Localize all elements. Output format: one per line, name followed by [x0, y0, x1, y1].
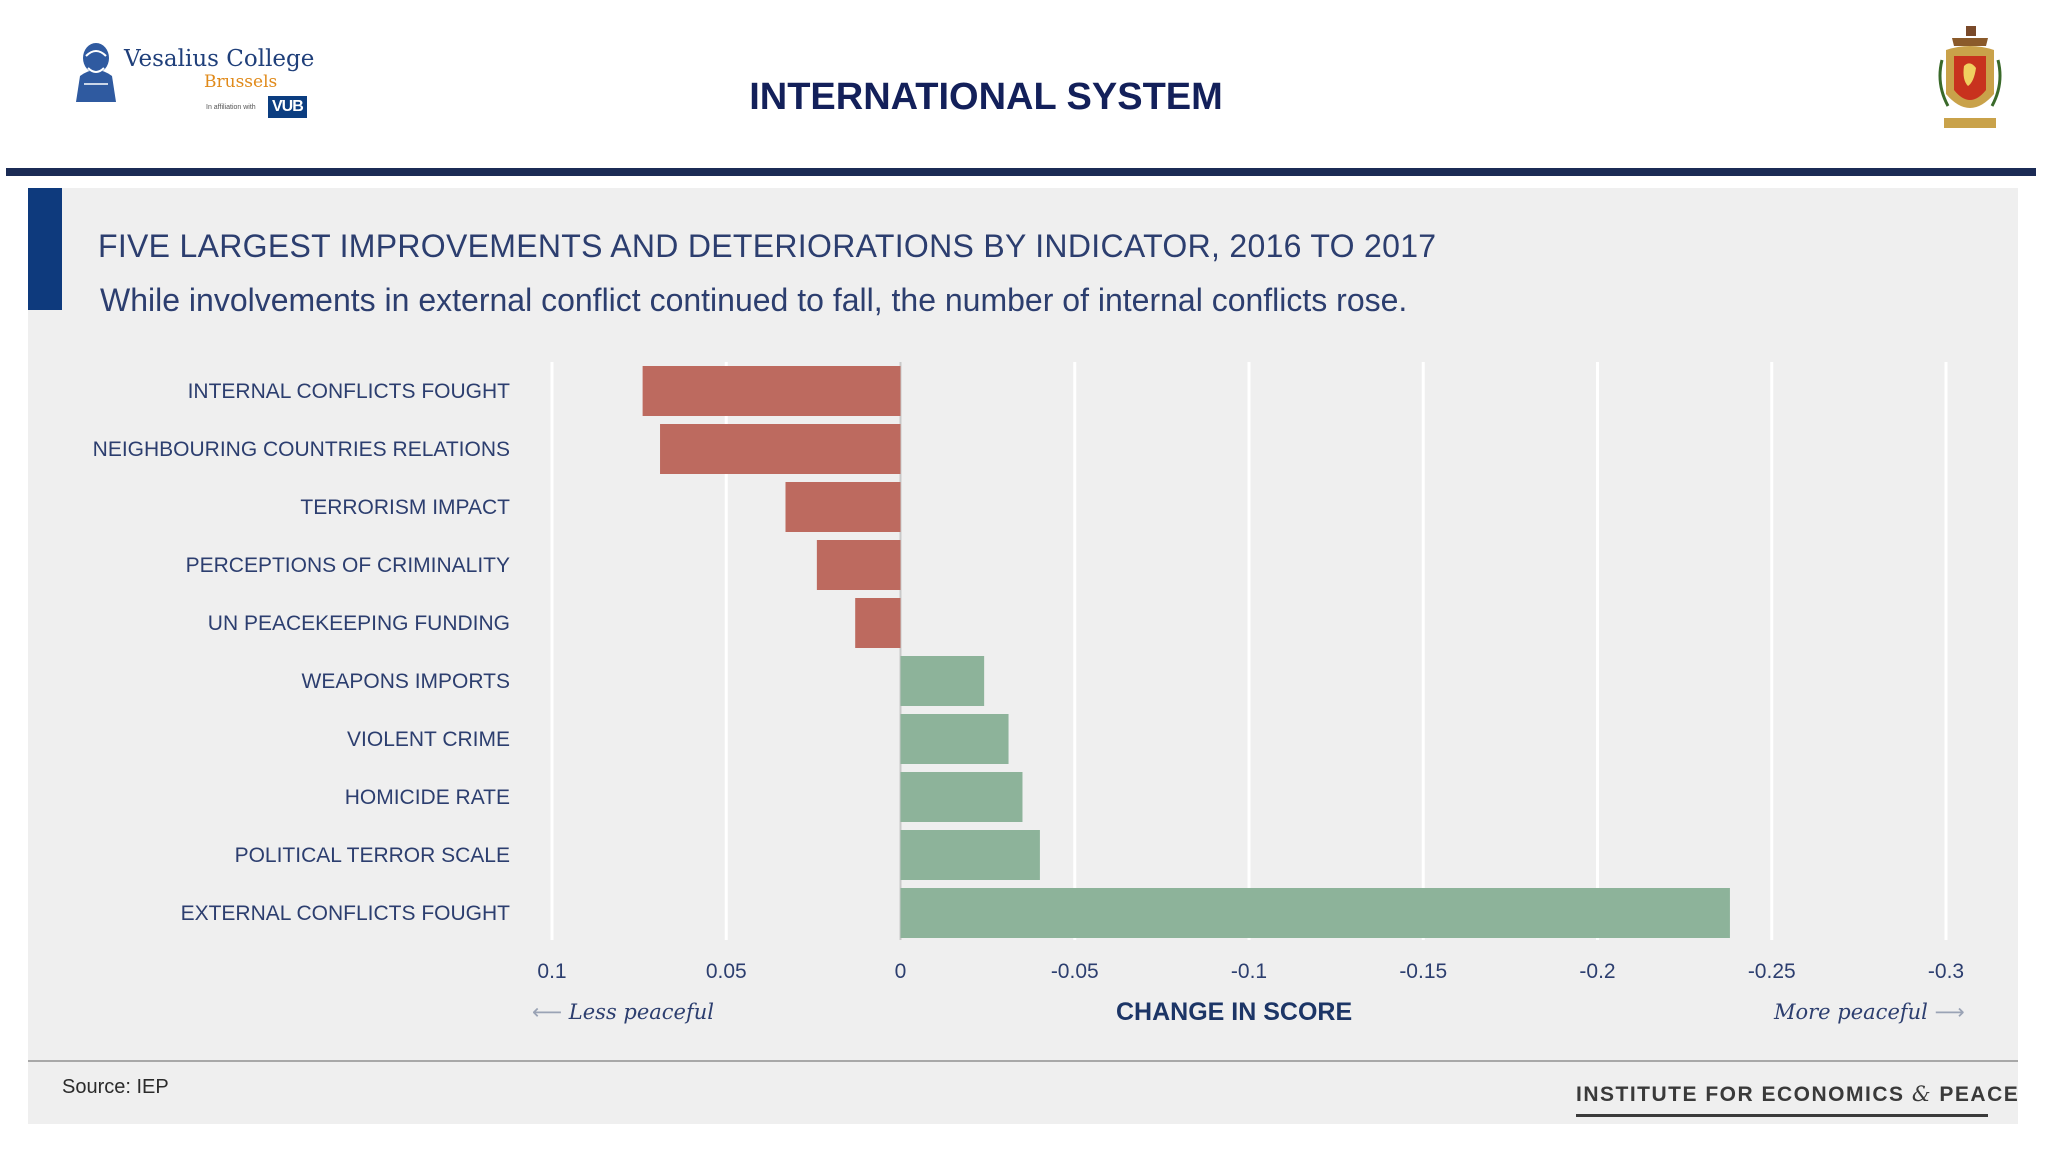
category-label: VIOLENT CRIME	[347, 728, 510, 751]
chart-panel: FIVE LARGEST IMPROVEMENTS AND DETERIORAT…	[28, 188, 2018, 1124]
vesalius-college-logo: Vesalius College Brussels In affiliation…	[72, 38, 315, 128]
more-peaceful-text: More peaceful	[1774, 1000, 1928, 1024]
category-label: NEIGHBOURING COUNTRIES RELATIONS	[93, 438, 510, 461]
iep-logo-underline	[1576, 1114, 1988, 1117]
bar	[900, 772, 1023, 822]
right-arrow-icon: ⟶	[1934, 1000, 1965, 1024]
bar	[855, 598, 901, 648]
bar	[900, 830, 1040, 880]
tick-label: -0.15	[1399, 960, 1447, 983]
tick-label: -0.1	[1231, 960, 1267, 983]
college-name: Vesalius College	[124, 46, 315, 72]
iep-logo-text-1: INSTITUTE FOR ECONOMICS	[1576, 1083, 1905, 1106]
tick-label: 0.05	[706, 960, 747, 983]
bar	[785, 482, 901, 532]
chart-subtitle: While involvements in external conflict …	[100, 282, 1408, 318]
bar-chart: INTERNAL CONFLICTS FOUGHT NEIGHBOURING CO…	[93, 362, 1964, 983]
page-title: INTERNATIONAL SYSTEM	[749, 76, 1223, 118]
category-label: INTERNAL CONFLICTS FOUGHT	[188, 380, 511, 403]
category-label: POLITICAL TERROR SCALE	[235, 844, 510, 867]
x-axis-title: CHANGE IN SCORE	[1116, 998, 1353, 1026]
coat-of-arms-icon	[1938, 26, 2002, 128]
category-label: TERRORISM IMPACT	[300, 496, 510, 519]
tick-label: 0.1	[537, 960, 566, 983]
bar	[900, 714, 1009, 764]
less-peaceful-label: ⟵ Less peaceful	[532, 1000, 714, 1024]
left-arrow-icon: ⟵	[532, 1000, 563, 1024]
category-label: PERCEPTIONS OF CRIMINALITY	[186, 554, 510, 577]
source-note: Source: IEP	[62, 1076, 169, 1098]
iep-logo-ampersand: &	[1911, 1082, 1933, 1106]
accent-bar	[28, 188, 62, 310]
more-peaceful-label: More peaceful ⟶	[1774, 1000, 1965, 1024]
tick-label: -0.2	[1579, 960, 1615, 983]
vesalius-portrait-icon	[76, 43, 116, 102]
bar	[900, 888, 1730, 938]
college-city: Brussels	[204, 72, 278, 92]
vub-logo: VUB	[268, 96, 307, 118]
category-label: WEAPONS IMPORTS	[302, 670, 510, 693]
bar	[816, 540, 901, 590]
bar	[900, 656, 985, 706]
chart-title: FIVE LARGEST IMPROVEMENTS AND DETERIORAT…	[98, 228, 1437, 264]
category-label: UN PEACEKEEPING FUNDING	[208, 612, 510, 635]
less-peaceful-text: Less peaceful	[568, 1000, 714, 1024]
tick-label: 0	[895, 960, 907, 983]
category-label: HOMICIDE RATE	[345, 786, 510, 809]
affiliation-text: In affiliation with	[206, 104, 256, 111]
tick-label: -0.05	[1051, 960, 1099, 983]
panel-divider	[28, 1060, 2018, 1062]
bar	[660, 424, 901, 474]
bar	[642, 366, 901, 416]
tick-label: -0.3	[1928, 960, 1964, 983]
category-label: EXTERNAL CONFLICTS FOUGHT	[181, 902, 511, 925]
header-divider	[6, 168, 2036, 176]
iep-logo-text-2: PEACE	[1939, 1083, 2020, 1106]
iep-logo: INSTITUTE FOR ECONOMICS & PEACE	[1576, 1082, 2019, 1107]
tick-label: -0.25	[1748, 960, 1796, 983]
